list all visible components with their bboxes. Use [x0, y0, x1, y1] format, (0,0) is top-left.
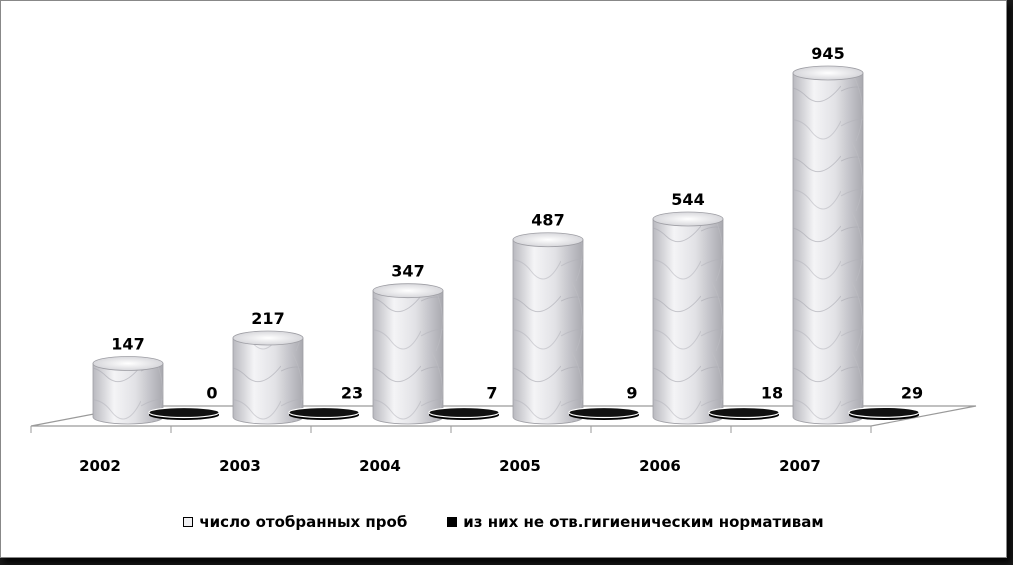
bar-samples-2006 — [652, 211, 724, 425]
bar-noncompliant-2005 — [568, 406, 640, 420]
x-tick-2002: 2002 — [79, 457, 121, 475]
legend-item-noncompliant: из них не отв.гигиеническим нормативам — [447, 513, 824, 531]
legend-item-samples: число отобранных проб — [183, 513, 407, 531]
legend-swatch-noncompliant — [447, 517, 458, 527]
bar-samples-2002 — [92, 356, 164, 425]
value-label-samples-2004: 347 — [391, 262, 424, 281]
bar-samples-2005 — [512, 232, 584, 425]
value-label-samples-2007: 945 — [811, 44, 844, 63]
bar-noncompliant-2002 — [148, 406, 220, 420]
bar-noncompliant-2007 — [848, 406, 920, 420]
x-tick-2007: 2007 — [779, 457, 821, 475]
legend-label-noncompliant: из них не отв.гигиеническим нормативам — [463, 513, 824, 531]
legend: число отобранных проб из них не отв.гиги… — [1, 513, 1006, 531]
value-label-noncompliant-2007: 29 — [901, 383, 923, 402]
bar-noncompliant-2003 — [288, 406, 360, 420]
value-label-samples-2005: 487 — [531, 211, 564, 230]
value-label-noncompliant-2004: 7 — [486, 384, 497, 403]
bar-samples-2004 — [372, 283, 444, 425]
bar-samples-2007 — [792, 65, 864, 425]
legend-swatch-samples — [183, 517, 194, 527]
x-tick-2003: 2003 — [219, 457, 261, 475]
value-label-samples-2006: 544 — [671, 190, 704, 209]
value-label-samples-2002: 147 — [111, 334, 144, 353]
value-label-noncompliant-2002: 0 — [206, 384, 217, 403]
bar-noncompliant-2004 — [428, 406, 500, 420]
x-tick-2006: 2006 — [639, 457, 681, 475]
value-label-noncompliant-2003: 23 — [341, 384, 363, 403]
legend-label-samples: число отобранных проб — [199, 513, 408, 531]
chart-canvas: 147 0 217 23 347 7 487 9 544 18 945 29 2002 2003 2004… — [30, 44, 977, 475]
value-label-samples-2003: 217 — [251, 309, 284, 328]
value-label-noncompliant-2005: 9 — [626, 384, 637, 403]
bar-samples-2003 — [232, 330, 304, 425]
value-label-noncompliant-2006: 18 — [761, 384, 783, 403]
x-tick-2004: 2004 — [359, 457, 401, 475]
x-tick-2005: 2005 — [499, 457, 541, 475]
bar-noncompliant-2006 — [708, 406, 780, 420]
